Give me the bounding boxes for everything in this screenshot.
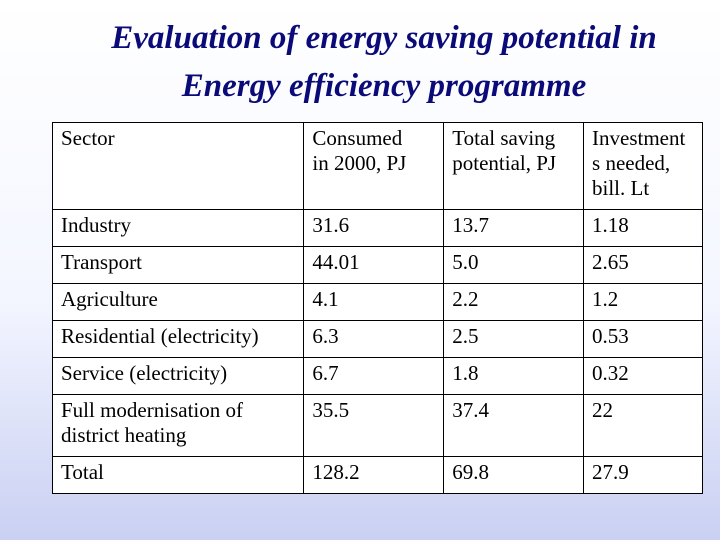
header-consumed: Consumed in 2000, PJ xyxy=(303,122,445,210)
table-row: Agriculture 4.1 2.2 1.2 xyxy=(51,283,703,321)
consumed-cell: 35.5 xyxy=(303,394,445,457)
header-line: Sector xyxy=(61,126,115,150)
consumed-cell: 4.1 xyxy=(303,283,445,321)
sector-cell: Full modernisation of district heating xyxy=(51,394,305,457)
saving-cell: 37.4 xyxy=(443,394,585,457)
investment-cell: 0.32 xyxy=(583,357,703,395)
header-line: in 2000, PJ xyxy=(312,151,407,175)
table-row: Service (electricity) 6.7 1.8 0.32 xyxy=(51,357,703,395)
header-line: Consumed xyxy=(312,126,403,150)
table-row: Full modernisation of district heating 3… xyxy=(51,394,703,457)
saving-cell: 5.0 xyxy=(443,246,585,284)
header-line: Total saving xyxy=(452,126,556,150)
header-investment: Investment s needed, bill. Lt xyxy=(583,122,703,210)
sector-cell: Industry xyxy=(51,209,305,247)
slide-title: Evaluation of energy saving potential in… xyxy=(0,14,720,110)
header-line: s needed, xyxy=(592,151,671,175)
saving-cell: 69.8 xyxy=(443,456,585,494)
title-line-2: Energy efficiency programme xyxy=(181,68,587,104)
energy-saving-table: Sector Consumed in 2000, PJ Total saving… xyxy=(51,122,703,494)
investment-cell: 2.65 xyxy=(583,246,703,284)
header-saving: Total saving potential, PJ xyxy=(443,122,585,210)
sector-line: Full modernisation of xyxy=(61,398,243,422)
consumed-cell: 6.7 xyxy=(303,357,445,395)
table-row: Transport 44.01 5.0 2.65 xyxy=(51,246,703,284)
table-row: Industry 31.6 13.7 1.18 xyxy=(51,209,703,247)
consumed-cell: 44.01 xyxy=(303,246,445,284)
sector-cell: Total xyxy=(51,456,305,494)
header-line: potential, PJ xyxy=(452,151,557,175)
investment-cell: 27.9 xyxy=(583,456,703,494)
consumed-cell: 6.3 xyxy=(303,320,445,358)
investment-cell: 1.18 xyxy=(583,209,703,247)
sector-cell: Residential (electricity) xyxy=(51,320,305,358)
saving-cell: 2.2 xyxy=(443,283,585,321)
consumed-cell: 128.2 xyxy=(303,456,445,494)
consumed-cell: 31.6 xyxy=(303,209,445,247)
investment-cell: 1.2 xyxy=(583,283,703,321)
investment-cell: 22 xyxy=(583,394,703,457)
title-line-1: Evaluation of energy saving potential in xyxy=(111,20,657,56)
table-row: Residential (electricity) 6.3 2.5 0.53 xyxy=(51,320,703,358)
sector-line: district heating xyxy=(61,423,187,447)
sector-cell: Agriculture xyxy=(51,283,305,321)
investment-cell: 0.53 xyxy=(583,320,703,358)
sector-cell: Transport xyxy=(51,246,305,284)
saving-cell: 2.5 xyxy=(443,320,585,358)
table-header-row: Sector Consumed in 2000, PJ Total saving… xyxy=(51,122,703,210)
header-line: Investment xyxy=(592,126,686,150)
header-line: bill. Lt xyxy=(592,176,650,200)
saving-cell: 13.7 xyxy=(443,209,585,247)
saving-cell: 1.8 xyxy=(443,357,585,395)
sector-cell: Service (electricity) xyxy=(51,357,305,395)
table-total-row: Total 128.2 69.8 27.9 xyxy=(51,456,703,494)
header-sector: Sector xyxy=(51,122,305,210)
